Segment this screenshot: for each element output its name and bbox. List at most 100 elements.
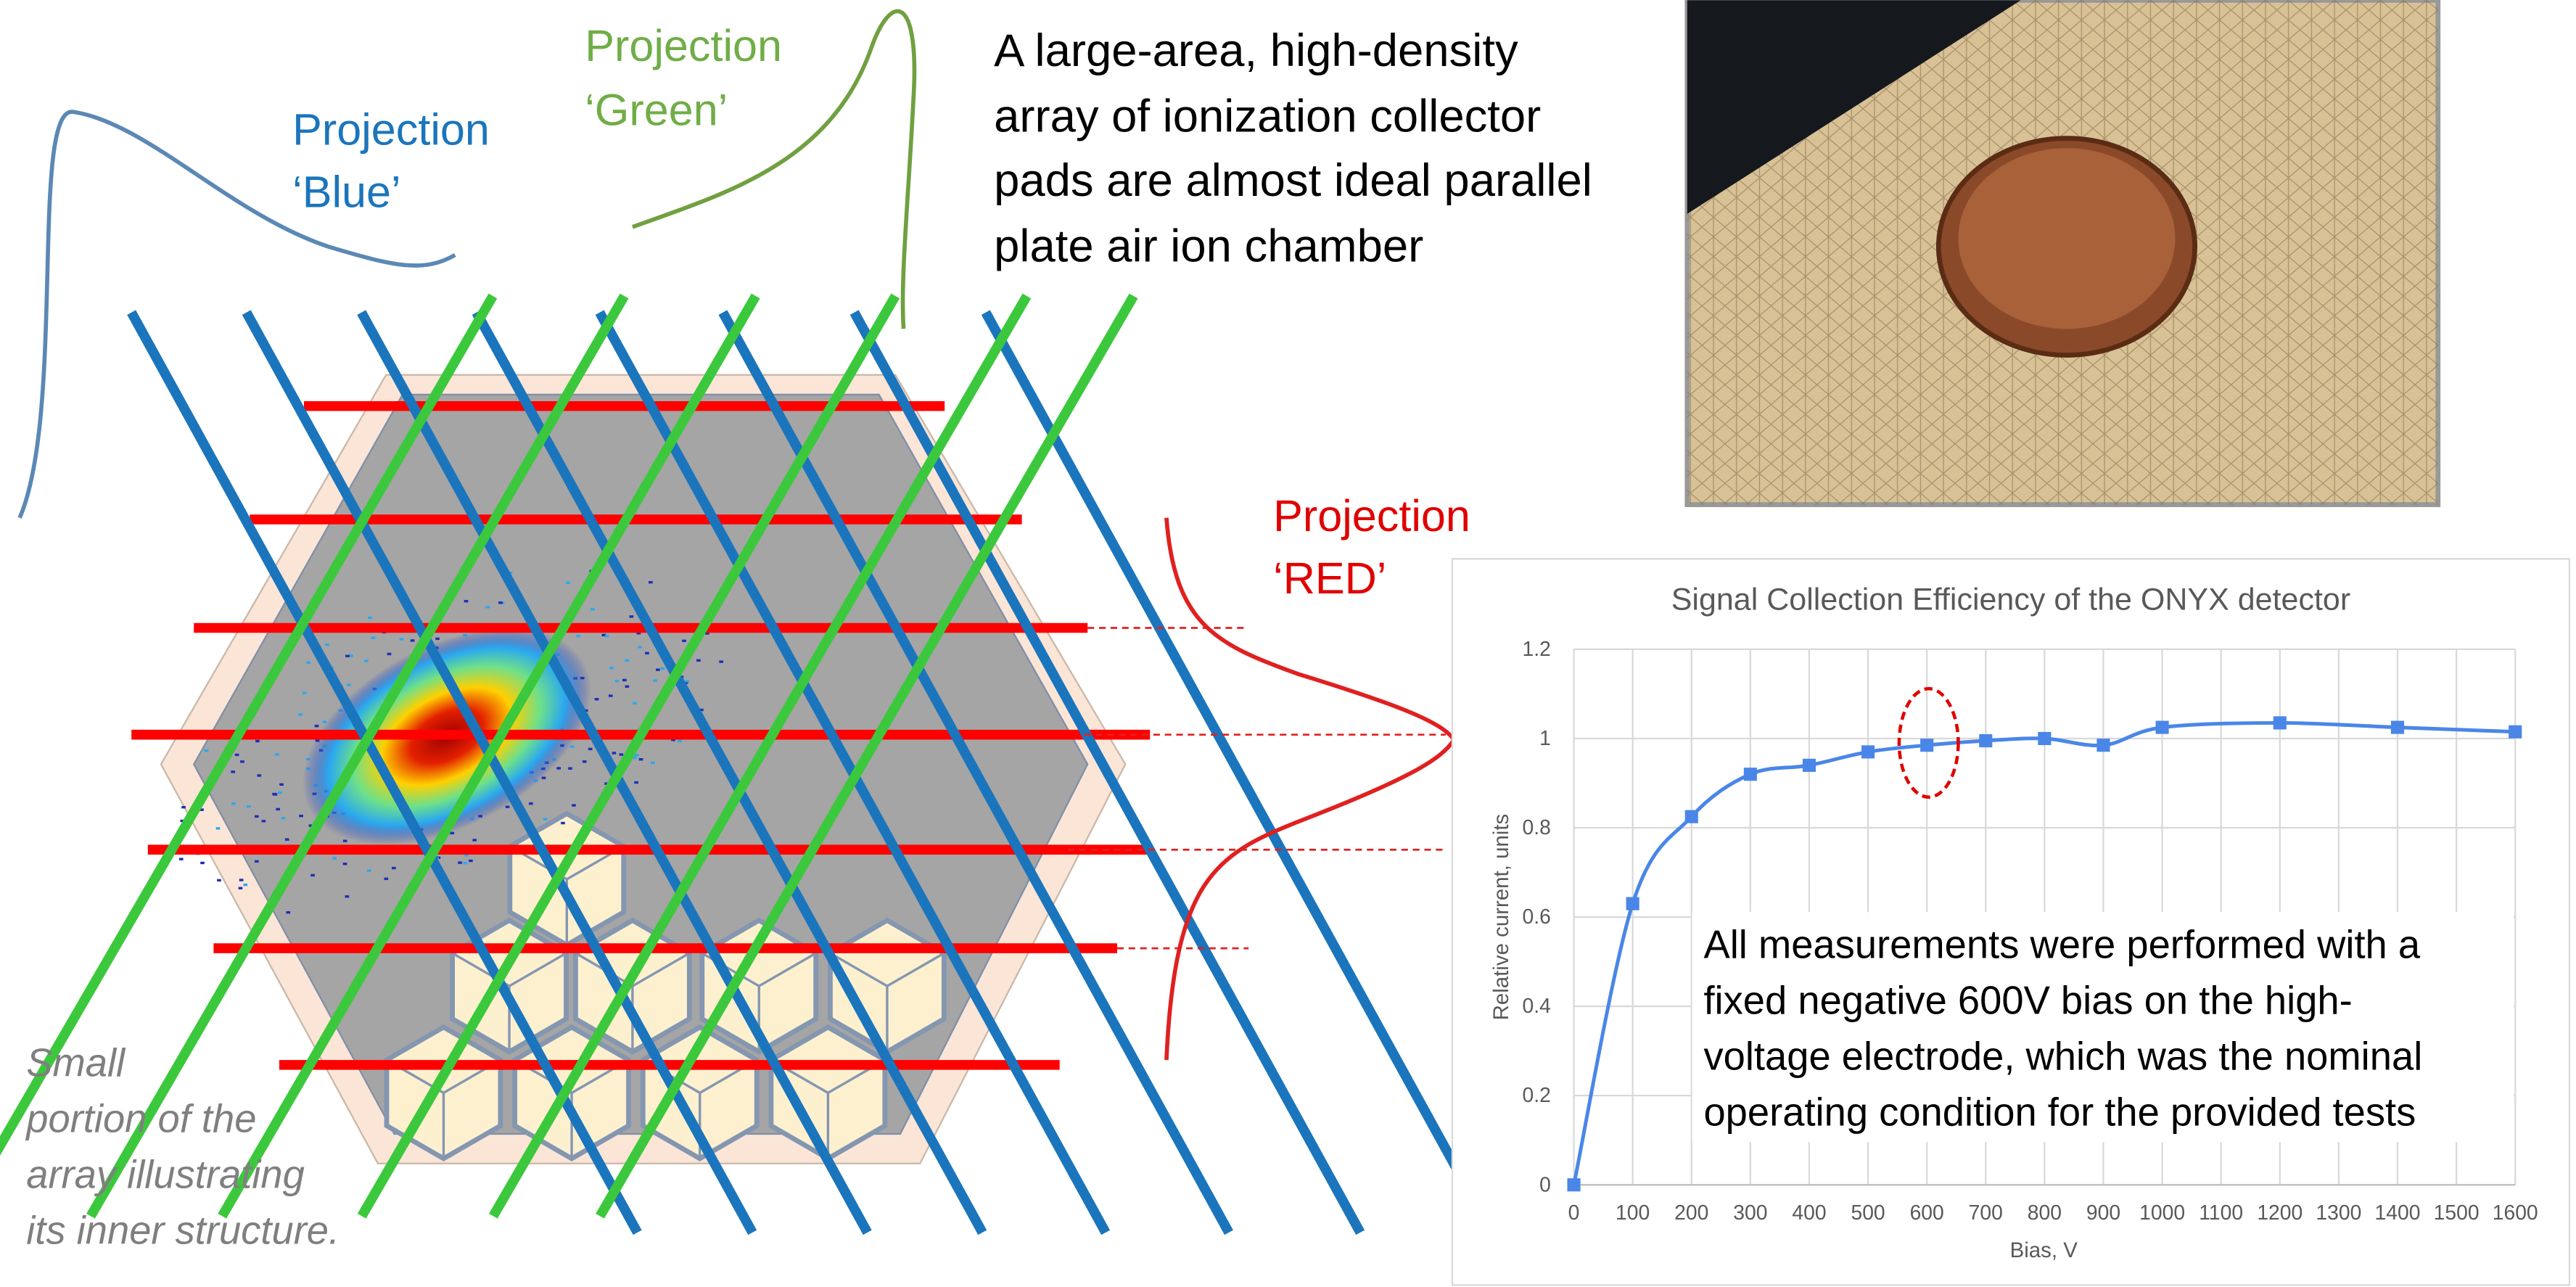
- scatter-dot: [257, 774, 261, 776]
- y-tick-label: 0: [1539, 1172, 1551, 1196]
- data-point: [2096, 739, 2110, 752]
- scatter-dot: [217, 879, 221, 881]
- scatter-dot: [205, 749, 209, 752]
- x-tick-label: 1200: [2257, 1201, 2303, 1224]
- description: A large-area, high-density: [994, 25, 1518, 76]
- scatter-dot: [216, 827, 221, 829]
- data-point: [1979, 734, 1992, 747]
- x-tick-label: 800: [2028, 1201, 2062, 1224]
- scatter-dot: [625, 686, 630, 688]
- x-tick-label: 700: [1969, 1201, 2003, 1224]
- caption: Small: [26, 1041, 126, 1085]
- annotation: All measurements were performed with a: [1703, 923, 2420, 967]
- scatter-dot: [633, 702, 637, 704]
- y-axis-title: Relative current, units: [1489, 814, 1513, 1021]
- x-tick-label: 1500: [2434, 1201, 2480, 1224]
- scatter-dot: [239, 887, 243, 889]
- scatter-dot: [367, 869, 371, 871]
- scatter-dot: [243, 884, 247, 886]
- scatter-dot: [485, 606, 490, 608]
- scatter-dot: [583, 760, 587, 762]
- x-axis-title: Bias, V: [2010, 1238, 2078, 1262]
- scatter-dot: [463, 862, 467, 864]
- scatter-dot: [619, 753, 623, 755]
- scatter-dot: [556, 767, 561, 769]
- x-tick-label: 0: [1568, 1201, 1580, 1224]
- x-tick-label: 400: [1792, 1201, 1826, 1224]
- projection-label: ‘Blue’: [292, 168, 400, 217]
- scatter-dot: [653, 680, 657, 682]
- description: array of ionization collector: [994, 91, 1541, 142]
- data-point: [1920, 739, 1933, 752]
- data-point: [2038, 732, 2051, 745]
- projection-label: Projection: [1273, 491, 1470, 540]
- data-point: [1803, 759, 1816, 772]
- scatter-dot: [588, 748, 593, 750]
- scatter-dot: [661, 667, 665, 670]
- projection-label: Projection: [585, 21, 782, 70]
- scatter-dot: [276, 808, 280, 810]
- scatter-dot: [572, 804, 576, 806]
- data-point: [2391, 721, 2404, 734]
- scatter-dot: [529, 802, 533, 805]
- scatter-dot: [255, 860, 259, 863]
- scatter-dot: [645, 652, 649, 654]
- scatter-dot: [255, 740, 260, 742]
- x-tick-label: 900: [2086, 1201, 2120, 1224]
- y-tick-label: 0.6: [1523, 905, 1551, 928]
- scatter-dot: [368, 617, 372, 619]
- y-tick-label: 0.8: [1523, 815, 1551, 839]
- scatter-dot: [325, 644, 329, 646]
- scatter-dot: [682, 640, 686, 642]
- scatter-dot: [303, 691, 307, 694]
- scatter-dot: [678, 740, 682, 742]
- scatter-dot: [605, 635, 609, 637]
- scatter-dot: [609, 694, 613, 696]
- x-tick-label: 600: [1910, 1201, 1944, 1224]
- scatter-dot: [435, 638, 440, 640]
- scatter-dot: [272, 793, 276, 795]
- scatter-dot: [235, 754, 239, 756]
- scatter-dot: [231, 802, 236, 805]
- y-tick-label: 1.2: [1523, 637, 1551, 660]
- scatter-dot: [255, 815, 259, 818]
- y-tick-label: 0.4: [1523, 994, 1551, 1017]
- scatter-dot: [275, 753, 279, 755]
- scatter-dot: [200, 862, 205, 864]
- scatter-dot: [656, 669, 660, 671]
- data-point: [1861, 745, 1875, 758]
- scatter-dot: [400, 638, 404, 640]
- scatter-dot: [635, 754, 639, 756]
- scatter-dot: [332, 857, 337, 859]
- scatter-dot: [612, 752, 617, 754]
- scatter-dot: [364, 659, 369, 662]
- scatter-dot: [262, 820, 266, 822]
- scatter-dot: [278, 791, 282, 794]
- scatter-dot: [298, 713, 303, 715]
- scatter-dot: [498, 601, 503, 604]
- scatter-dot: [638, 646, 642, 648]
- caption: portion of the: [25, 1097, 256, 1141]
- scatter-dot: [181, 806, 186, 808]
- projection-label: ‘Green’: [585, 85, 728, 134]
- data-point: [2273, 716, 2287, 729]
- scatter-dot: [696, 659, 701, 662]
- annotation: voltage electrode, which was the nominal: [1703, 1035, 2422, 1079]
- scatter-dot: [576, 635, 580, 637]
- x-tick-label: 1600: [2493, 1201, 2538, 1224]
- scatter-dot: [566, 582, 570, 584]
- scatter-dot: [543, 818, 548, 820]
- scatter-dot: [285, 838, 289, 840]
- scatter-dot: [281, 817, 286, 819]
- scatter-dot: [345, 655, 350, 657]
- scatter-dot: [615, 680, 620, 682]
- scatter-dot: [387, 653, 392, 655]
- scatter-dot: [464, 600, 469, 602]
- slide: Projection ‘Blue’ Projection ‘Green’ Pro…: [0, 0, 2576, 1287]
- scatter-dot: [469, 860, 473, 862]
- data-point: [2509, 725, 2522, 739]
- scatter-dot: [349, 654, 353, 657]
- scatter-dot: [345, 895, 350, 897]
- data-point: [1567, 1178, 1580, 1191]
- scatter-dot: [384, 878, 389, 880]
